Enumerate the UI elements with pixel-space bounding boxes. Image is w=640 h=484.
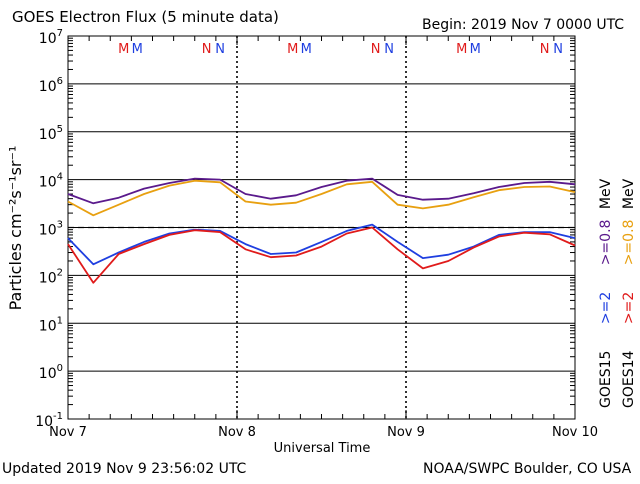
- marker-n: N: [384, 42, 394, 57]
- series-goes14-2mev: [67, 226, 576, 284]
- marker-m: M: [118, 42, 129, 57]
- y-tick-label: 105: [39, 124, 63, 143]
- x-tick-label: Nov 9: [387, 425, 425, 440]
- y-tick-label: 10-1: [35, 411, 63, 430]
- day-dividers: [236, 36, 407, 419]
- marker-n: N: [215, 42, 225, 57]
- legend-goes14-2mev: >=2: [621, 291, 637, 325]
- marker-m: M: [470, 42, 481, 57]
- series-goes14-08mev: [67, 179, 576, 217]
- marker-n: N: [202, 42, 212, 57]
- y-tick-label: 106: [39, 76, 63, 95]
- legend-goes15-prefix: GOES15: [598, 350, 614, 408]
- x-tick-label: Nov 7: [49, 425, 87, 440]
- y-tick-label: 102: [39, 267, 63, 286]
- marker-n: N: [540, 42, 550, 57]
- series-goes15-2mev: [67, 223, 576, 266]
- axis-ticks: [67, 36, 576, 419]
- y-tick-label: 107: [39, 28, 63, 47]
- flux-series: [67, 177, 576, 284]
- marker-m: M: [287, 42, 298, 57]
- y-tick-labels: 10-1 100 101 102 103 104 105 106 107: [35, 28, 63, 430]
- legend-goes14-unit: MeV: [621, 178, 637, 210]
- x-axis-label: Universal Time: [273, 441, 371, 456]
- y-tick-label: 100: [39, 363, 63, 382]
- legend-goes15-2mev: >=2: [598, 291, 614, 325]
- legend-goes15-08mev: >=0.8: [598, 219, 614, 266]
- marker-n: N: [371, 42, 381, 57]
- begin-time: Begin: 2019 Nov 7 0000 UTC: [422, 17, 625, 33]
- legend-goes15-unit: MeV: [598, 178, 614, 210]
- chart-title: GOES Electron Flux (5 minute data): [12, 8, 279, 26]
- legend-goes14-08mev: >=0.8: [621, 219, 637, 266]
- marker-m: M: [456, 42, 467, 57]
- marker-m: M: [132, 42, 143, 57]
- marker-m: M: [301, 42, 312, 57]
- marker-n: N: [553, 42, 563, 57]
- series-goes15-08mev: [67, 177, 576, 205]
- y-tick-label: 104: [39, 172, 63, 191]
- updated-timestamp: Updated 2019 Nov 9 23:56:02 UTC: [2, 461, 247, 477]
- y-tick-label: 101: [39, 315, 63, 334]
- legend-goes14: GOES14 >=2 >=0.8 MeV: [621, 179, 637, 408]
- y-tick-label: 103: [39, 220, 63, 239]
- y-axis-label: Particles cm⁻²s⁻¹sr⁻¹: [6, 145, 25, 310]
- x-tick-label: Nov 8: [218, 425, 256, 440]
- legend-goes15: GOES15 >=2 >=0.8 MeV: [598, 179, 614, 408]
- legend-goes14-prefix: GOES14: [621, 350, 637, 408]
- credit-line: NOAA/SWPC Boulder, CO USA: [423, 461, 632, 477]
- x-tick-label: Nov 10: [551, 425, 599, 440]
